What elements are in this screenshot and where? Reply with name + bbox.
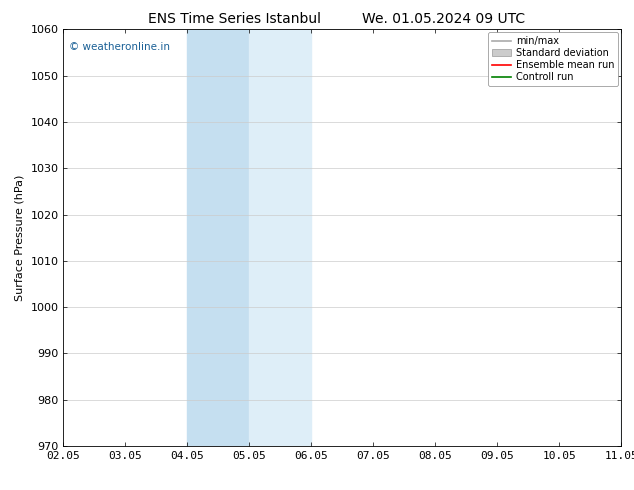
Text: © weatheronline.in: © weatheronline.in [69,42,170,52]
Y-axis label: Surface Pressure (hPa): Surface Pressure (hPa) [15,174,25,301]
Text: We. 01.05.2024 09 UTC: We. 01.05.2024 09 UTC [362,12,526,26]
Bar [621,29,634,446]
Legend: min/max, Standard deviation, Ensemble mean run, Controll run: min/max, Standard deviation, Ensemble me… [488,32,618,86]
Text: ENS Time Series Istanbul: ENS Time Series Istanbul [148,12,321,26]
Bar [188,29,249,446]
Bar [249,29,311,446]
